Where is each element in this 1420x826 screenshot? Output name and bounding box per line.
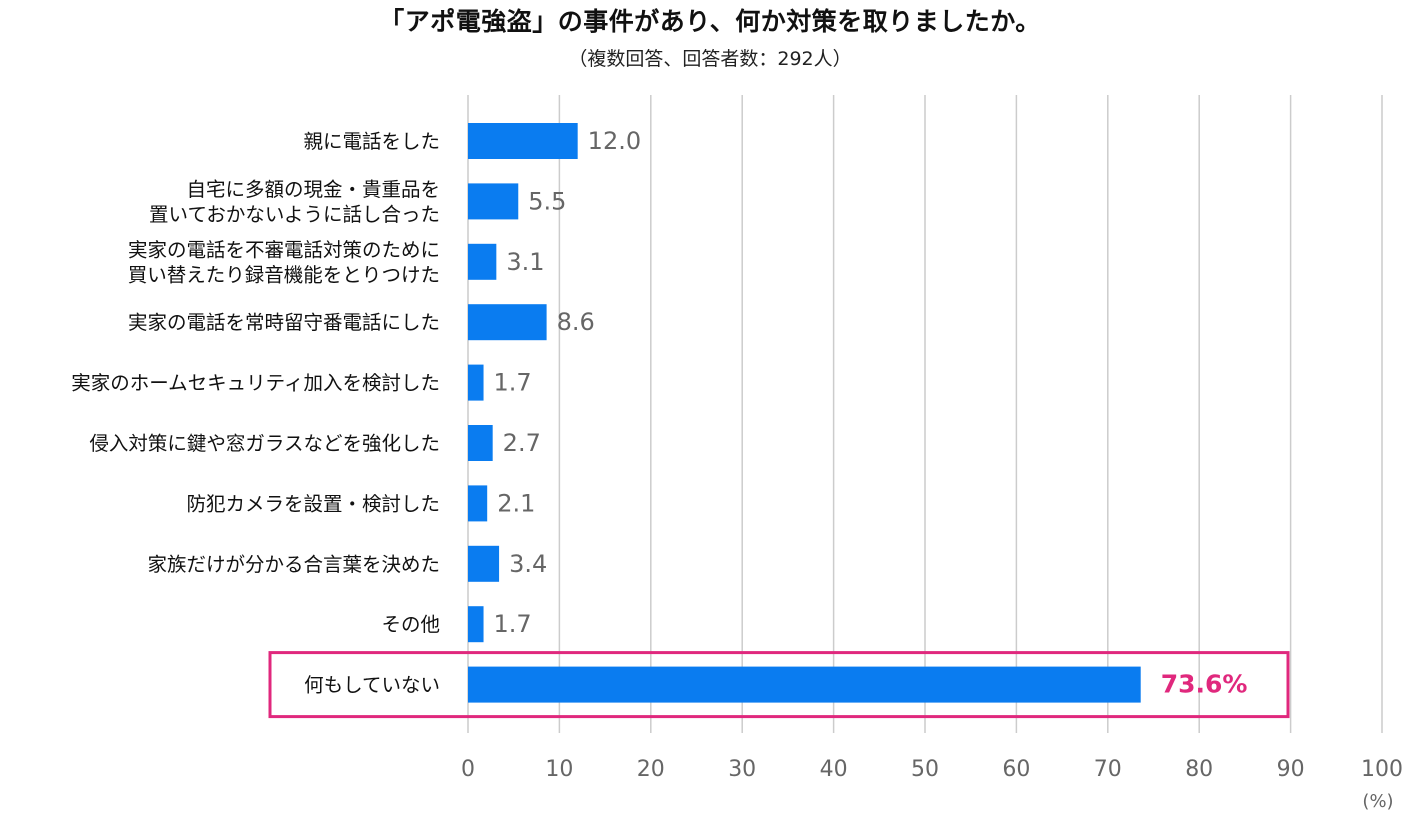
- value-label: 1.7: [494, 369, 532, 397]
- bar: [468, 666, 1141, 703]
- value-label: 1.7: [494, 610, 532, 638]
- bar: [468, 545, 500, 582]
- x-tick-label: 90: [1277, 757, 1305, 782]
- category-label: 防犯カメラを設置・検討した: [186, 492, 440, 515]
- category-label: 家族だけが分かる合言葉を決めた: [147, 553, 440, 576]
- x-tick-label: 40: [820, 757, 848, 782]
- bar: [468, 183, 519, 220]
- value-label: 2.7: [503, 429, 541, 457]
- category-label: 実家のホームセキュリティ加入を検討した: [71, 372, 440, 395]
- value-label: 73.6%: [1161, 670, 1248, 699]
- x-tick-label: 100: [1361, 757, 1403, 782]
- value-label: 3.1: [506, 248, 544, 276]
- bar: [468, 123, 578, 159]
- value-label: 5.5: [528, 187, 566, 215]
- bar: [468, 606, 484, 643]
- bar: [468, 364, 484, 401]
- chart-subtitle: （複数回答、回答者数：292人）: [568, 48, 852, 70]
- bar: [468, 243, 497, 280]
- highlight-box: [268, 651, 1290, 719]
- category-label: その他: [381, 613, 440, 636]
- x-tick-label: 70: [1094, 757, 1122, 782]
- category-label: 何もしていない: [304, 674, 440, 697]
- x-tick-label: 10: [545, 757, 573, 782]
- category-label: 実家の電話を常時留守番電話にした: [128, 311, 440, 334]
- category-label: 親に電話をした: [303, 130, 440, 153]
- value-label: 2.1: [497, 489, 535, 517]
- category-label: 自宅に多額の現金・貴重品を置いておかないように話し合った: [149, 178, 440, 226]
- x-tick-label: 20: [637, 757, 665, 782]
- x-tick-label: 80: [1185, 757, 1213, 782]
- category-label: 実家の電話を不審電話対策のために買い替えたり録音機能をとりつけた: [128, 238, 440, 286]
- category-label: 侵入対策に鍵や窓ガラスなどを強化した: [89, 432, 440, 455]
- x-tick-label: 0: [461, 757, 475, 782]
- x-unit-label: (%): [1362, 791, 1393, 812]
- x-tick-label: 50: [911, 757, 939, 782]
- x-tick-label: 30: [728, 757, 756, 782]
- value-label: 3.4: [509, 550, 547, 578]
- x-tick-label: 60: [1002, 757, 1030, 782]
- bar: [468, 304, 547, 341]
- chart-title: 「アポ電強盗」の事件があり、何か対策を取りましたか。: [379, 7, 1041, 36]
- bar: [468, 425, 493, 461]
- bar: [468, 485, 488, 522]
- value-label: 8.6: [557, 308, 595, 336]
- value-label: 12.0: [588, 127, 641, 155]
